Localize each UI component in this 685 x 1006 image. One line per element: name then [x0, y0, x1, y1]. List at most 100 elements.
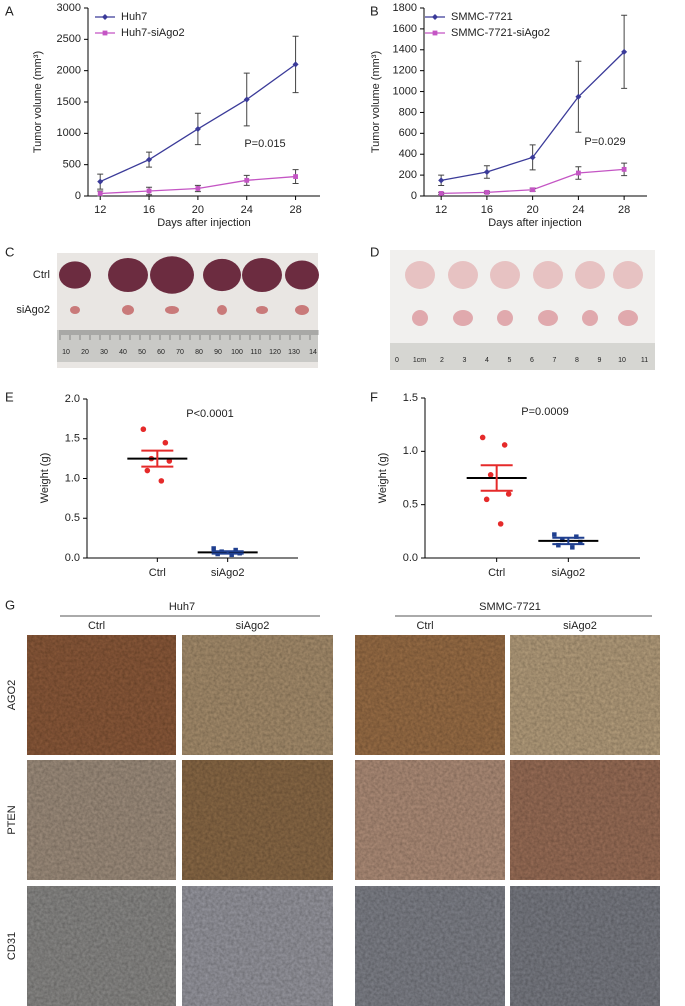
ruler-label: 0: [395, 357, 399, 364]
tumor: [582, 310, 598, 326]
y-tick-label: 1600: [393, 23, 417, 35]
marker: [438, 177, 445, 184]
y-axis-label: Weight (g): [39, 453, 51, 504]
marker: [530, 187, 536, 193]
marker: [97, 178, 104, 185]
tumor: [285, 260, 319, 290]
tumor: [203, 258, 241, 292]
y-tick-label: 800: [399, 106, 417, 118]
sem-bar: [552, 536, 585, 546]
ihc-image: [182, 886, 333, 1006]
tumor: [108, 258, 148, 292]
ihc-image: [182, 635, 333, 755]
ruler-label: 10: [62, 349, 70, 356]
panel-label: G: [5, 597, 15, 612]
y-tick-label: 3000: [57, 2, 81, 14]
panel-label: C: [5, 244, 14, 259]
y-axis-label: Tumor volume (mm³): [370, 51, 382, 153]
legend-label: SMMC-7721: [451, 11, 513, 23]
y-tick-label: 1500: [57, 96, 81, 108]
y-tick-label: 0: [411, 190, 417, 202]
marker: [505, 491, 512, 497]
ruler-label: 90: [214, 349, 222, 356]
marker: [144, 467, 151, 474]
group-label: SMMC-7721: [479, 601, 541, 613]
y-tick-label: 400: [399, 148, 417, 160]
ihc-image: [510, 886, 660, 1006]
legend-marker: [102, 14, 108, 20]
marker: [243, 96, 250, 103]
tumor: [613, 261, 643, 289]
tumor: [217, 305, 227, 315]
x-tick-label: 16: [481, 204, 493, 216]
ruler-label: 7: [553, 357, 557, 364]
tumor: [405, 261, 435, 289]
panel-label: A: [5, 3, 14, 18]
panel-label: F: [370, 389, 378, 404]
column-label: siAgo2: [563, 620, 597, 632]
y-tick-label: 600: [399, 127, 417, 139]
y-axis-label: Tumor volume (mm³): [32, 51, 44, 153]
annotation: P=0.029: [584, 136, 625, 148]
marker: [575, 170, 581, 176]
marker: [487, 472, 494, 478]
x-tick-label: 20: [527, 204, 539, 216]
ruler-label: 5: [508, 357, 512, 364]
row-label: PTEN: [6, 805, 18, 834]
tumor: [242, 258, 282, 292]
ihc-image: [27, 635, 176, 755]
ruler-label: 120: [269, 349, 281, 356]
tumor: [295, 305, 309, 315]
marker: [570, 545, 575, 550]
marker: [146, 188, 152, 194]
sem-bar: [141, 449, 174, 468]
marker: [497, 521, 504, 527]
ihc-image: [510, 635, 660, 755]
y-tick-label: 1.5: [65, 433, 80, 445]
marker: [140, 426, 147, 433]
y-tick-label: 1200: [393, 65, 417, 77]
tumor: [70, 306, 80, 314]
legend-label: SMMC-7721-siAgo2: [451, 27, 550, 39]
tumor: [150, 256, 194, 294]
legend-marker: [102, 30, 108, 36]
group-label: Huh7: [169, 601, 195, 613]
tumor: [122, 305, 134, 315]
marker: [483, 496, 490, 503]
y-tick-label: 0.5: [403, 499, 418, 511]
panel-label: D: [370, 244, 379, 259]
ihc-image: [27, 886, 176, 1006]
marker: [195, 186, 201, 191]
sem-bar: [480, 464, 513, 492]
ruler-c: [57, 330, 318, 362]
ruler-label: 40: [119, 349, 127, 356]
y-tick-label: 1.0: [65, 472, 80, 484]
row-label: Ctrl: [33, 269, 50, 281]
marker: [158, 478, 165, 484]
marker: [621, 166, 627, 172]
y-tick-label: 1800: [393, 2, 417, 14]
y-tick-label: 1000: [57, 127, 81, 139]
ruler-label: 80: [195, 349, 203, 356]
y-tick-label: 0.5: [65, 512, 80, 524]
marker: [194, 125, 201, 132]
ruler-label: 50: [138, 349, 146, 356]
ruler-label: 70: [176, 349, 184, 356]
x-tick-label: 24: [241, 204, 253, 216]
panel-label: E: [5, 389, 14, 404]
y-tick-label: 500: [63, 159, 81, 171]
ihc-image: [355, 886, 505, 1006]
ruler-label: 2: [440, 357, 444, 364]
marker: [293, 174, 298, 179]
marker: [244, 177, 250, 183]
annotation: P=0.0009: [521, 406, 568, 418]
ruler-label: 11: [641, 357, 648, 364]
x-axis-label: Days after injection: [157, 217, 251, 229]
ruler-label: 110: [250, 349, 261, 356]
legend-marker: [432, 30, 438, 36]
marker: [229, 552, 234, 558]
ihc-image: [355, 760, 505, 880]
y-tick-label: 2000: [57, 65, 81, 77]
column-label: siAgo2: [236, 620, 270, 632]
